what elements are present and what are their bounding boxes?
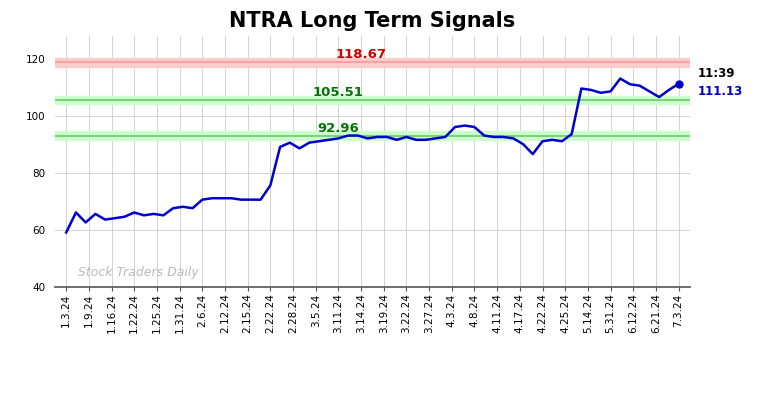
Bar <box>55 131 690 140</box>
Text: 105.51: 105.51 <box>313 86 364 99</box>
Text: 92.96: 92.96 <box>318 121 359 135</box>
Text: 111.13: 111.13 <box>698 85 743 98</box>
Text: 11:39: 11:39 <box>698 67 735 80</box>
Text: 118.67: 118.67 <box>336 48 387 61</box>
Bar <box>55 96 690 104</box>
Bar <box>55 58 690 67</box>
Title: NTRA Long Term Signals: NTRA Long Term Signals <box>229 12 516 31</box>
Text: Stock Traders Daily: Stock Traders Daily <box>78 266 198 279</box>
